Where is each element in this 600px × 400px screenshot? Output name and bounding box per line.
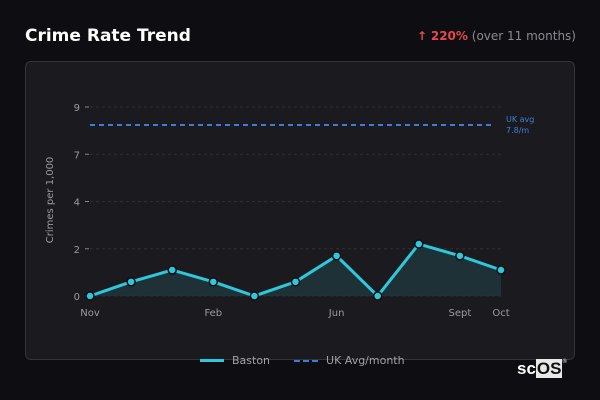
x-tick-label: Feb [204, 308, 222, 319]
change-percent: 220% [430, 29, 468, 43]
data-point [372, 291, 383, 301]
scos-logo: scOS® [517, 359, 567, 378]
change-indicator: ↑ 220% (over 11 months) [417, 29, 576, 43]
y-tick-label: 9 [74, 103, 80, 114]
uk-avg-annotation: 7.8/m [506, 126, 529, 135]
uk-avg-annotation: UK avg [506, 115, 534, 124]
data-point [249, 291, 260, 301]
data-point [85, 291, 95, 301]
legend-item-baston[interactable]: Baston [200, 354, 270, 367]
legend-label: Baston [232, 354, 271, 367]
x-tick-label: Sept [449, 308, 472, 319]
data-point [208, 277, 219, 287]
data-point [331, 251, 342, 261]
legend-label: UK Avg/month [326, 354, 405, 367]
arrow-up-icon: ↑ [416, 29, 428, 43]
legend-swatch-solid [200, 359, 224, 362]
page-title: Crime Rate Trend [25, 26, 191, 46]
y-tick-label: 7 [74, 150, 80, 161]
data-point [290, 277, 301, 287]
x-tick-label: Oct [492, 308, 509, 319]
data-point [455, 251, 465, 261]
data-point [414, 239, 424, 249]
area-fill [90, 244, 501, 296]
legend-item-uk-avg[interactable]: UK Avg/month [294, 354, 405, 367]
x-tick-label: Jun [328, 308, 345, 319]
y-axis-label: Crimes per 1,000 [45, 157, 56, 244]
y-tick-label: 0 [74, 292, 80, 303]
y-tick-label: 4 [74, 198, 80, 209]
y-tick-label: 2 [74, 245, 80, 256]
change-note: (over 11 months) [471, 29, 576, 43]
x-tick-label: Nov [80, 308, 100, 319]
data-point [496, 265, 506, 275]
data-point [126, 277, 136, 287]
chart-card [25, 61, 575, 360]
legend: Baston UK Avg/month [200, 354, 405, 367]
legend-swatch-dashed [294, 359, 319, 362]
data-point [167, 265, 177, 275]
